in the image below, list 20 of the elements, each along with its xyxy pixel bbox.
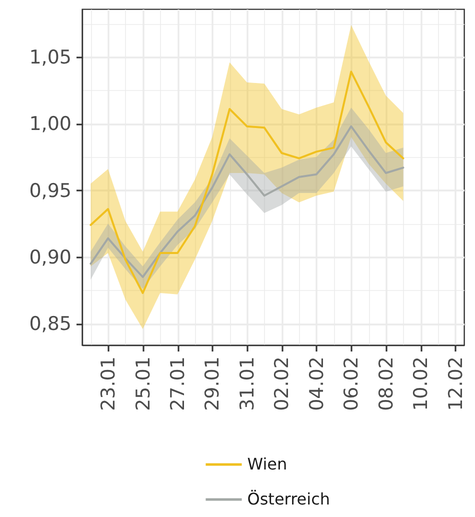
y-tick-label: 0,85 (29, 313, 72, 336)
y-tick-label: 1,05 (29, 46, 72, 68)
x-tick-label: 06.02 (340, 356, 363, 411)
line-series (90, 70, 404, 294)
y-tick-label: 0,95 (29, 180, 72, 202)
x-tick-label: 29.01 (202, 356, 224, 411)
line-series (90, 125, 404, 278)
y-tick-label: 0,90 (29, 246, 72, 268)
x-tick-label: 08.02 (375, 356, 398, 411)
y-tick-label: 1,00 (29, 113, 72, 136)
legend-label: Österreich (247, 490, 330, 508)
x-tick-label: 12.02 (444, 356, 467, 411)
x-tick-label: 25.01 (132, 356, 154, 411)
x-tick-label: 23.01 (98, 356, 120, 411)
x-tick-label: 04.02 (306, 356, 328, 411)
x-tick-label: 10.02 (410, 356, 432, 411)
x-tick-label: 27.01 (167, 356, 189, 411)
x-tick-label: 31.01 (236, 356, 258, 411)
legend-label: Wien (247, 454, 288, 474)
x-tick-label: 02.02 (271, 356, 294, 411)
